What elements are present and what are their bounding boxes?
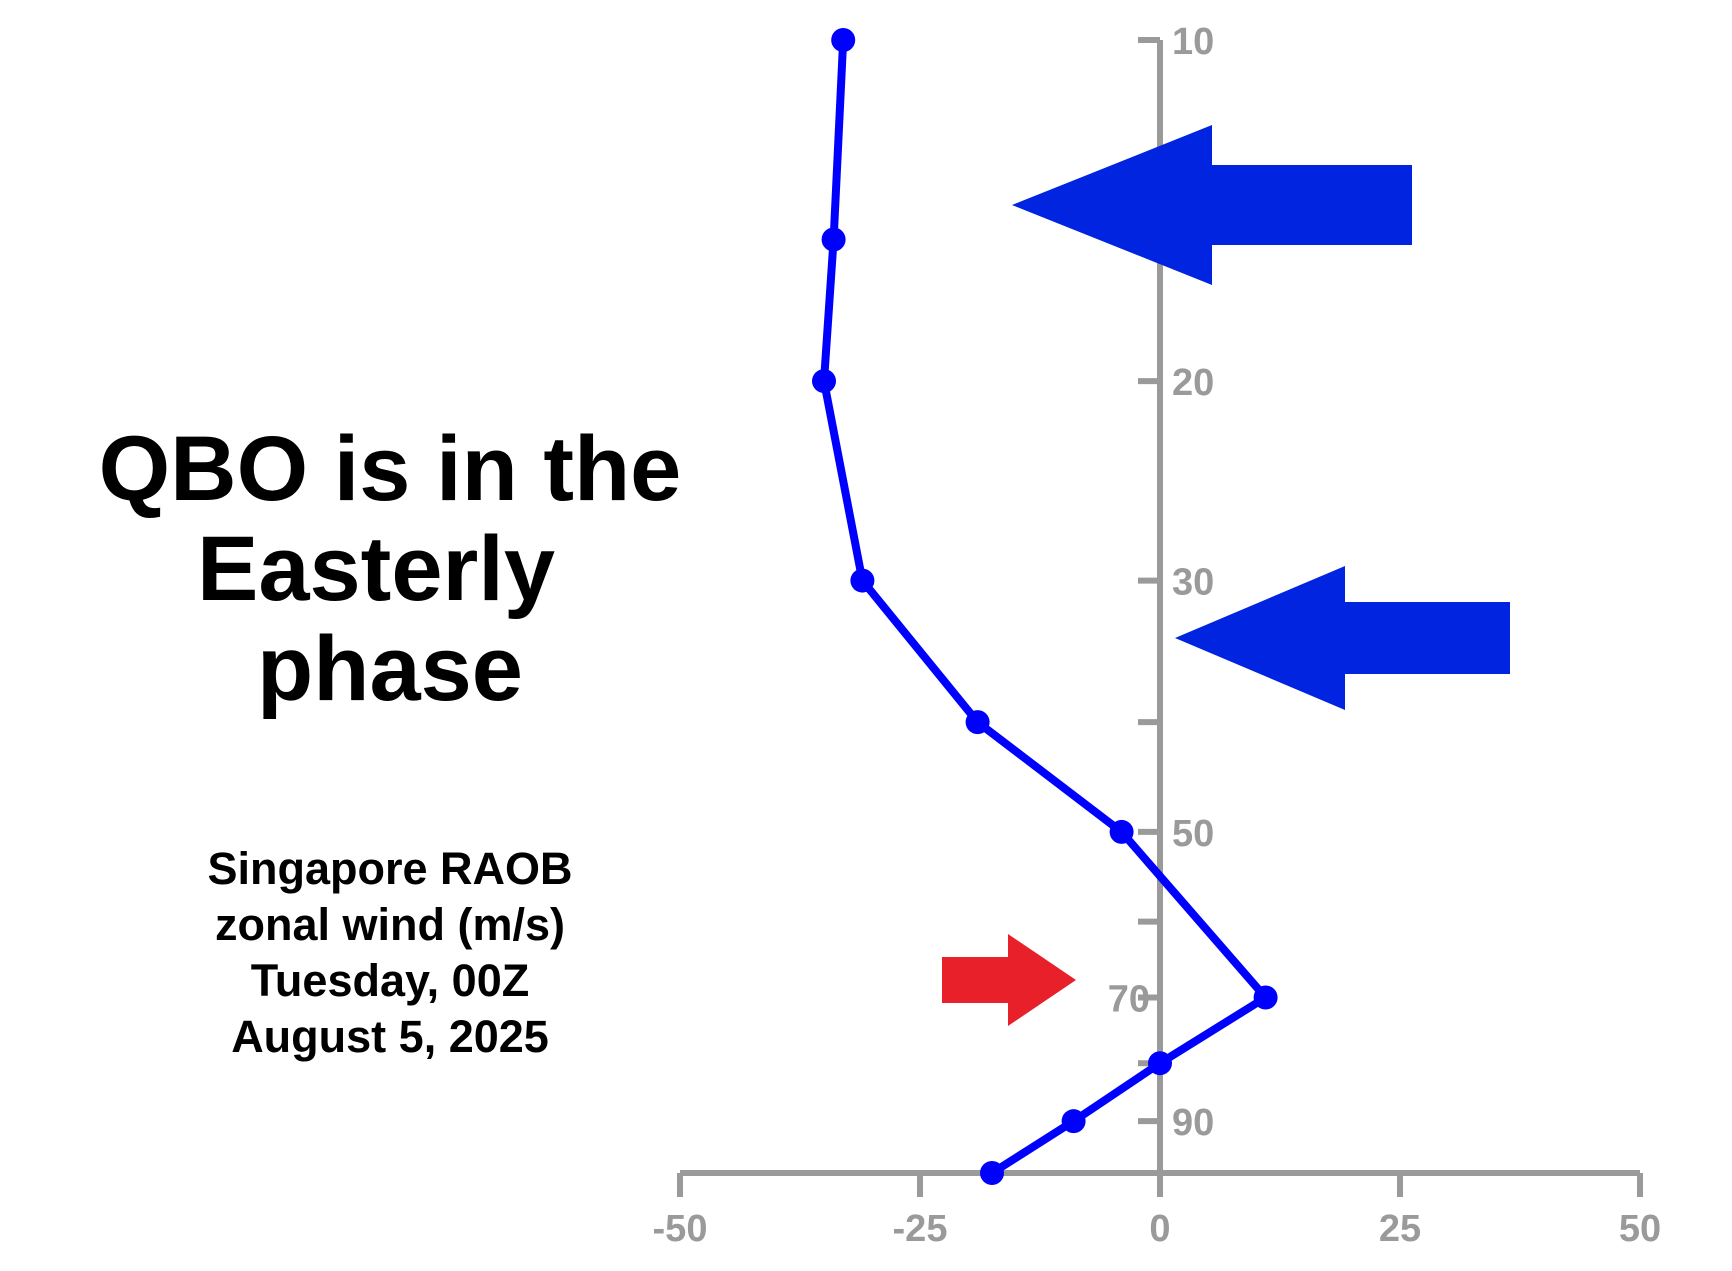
x-tick-label-50: 50 — [1619, 1208, 1661, 1250]
y-tick-label-20: 20 — [1172, 362, 1214, 404]
data-point-90hpa — [1061, 1109, 1086, 1134]
y-tick-label-50: 50 — [1172, 813, 1214, 855]
wind-profile-line — [820, 36, 1270, 1177]
x-tick-label-25: 25 — [1379, 1208, 1421, 1250]
westward-wind-arrow-lower — [1175, 566, 1510, 710]
data-point-10hpa — [831, 28, 856, 52]
westward-wind-arrow-upper — [1012, 125, 1412, 285]
caption-station: Singapore RAOB — [207, 843, 572, 894]
caption-variable: zonal wind (m/s) — [215, 899, 565, 950]
data-point-50hpa — [1109, 819, 1134, 844]
data-point-30hpa — [850, 568, 875, 593]
axes: 10 20 30 50 70 90 -50 -25 0 25 50 — [653, 21, 1662, 1250]
y-tick-label-90: 90 — [1172, 1102, 1214, 1144]
wind-profile-series — [812, 28, 1278, 1185]
headline-line-1: QBO is in the — [99, 418, 682, 520]
caption-day-time: Tuesday, 00Z — [251, 955, 529, 1006]
data-point-40hpa — [965, 710, 990, 735]
y-tick-label-30: 30 — [1172, 562, 1214, 604]
data-point-80hpa — [1148, 1051, 1172, 1076]
highlight-70-arrow — [942, 934, 1076, 1026]
x-tick-label-0: 0 — [1149, 1208, 1170, 1250]
headline-line-3: phase — [257, 618, 523, 720]
wind-direction-arrows — [942, 125, 1510, 1026]
x-tick-label--25: -25 — [893, 1208, 948, 1250]
headline-line-2: Easterly — [197, 518, 555, 620]
data-point-15hpa — [821, 227, 846, 252]
caption-date: August 5, 2025 — [231, 1011, 549, 1062]
y-tick-label-10: 10 — [1172, 21, 1214, 63]
data-point-100hpa — [980, 1161, 1004, 1185]
x-tick-label--50: -50 — [653, 1208, 708, 1250]
data-point-20hpa — [812, 369, 836, 394]
y-tick-label-70: 70 — [1108, 978, 1150, 1020]
data-point-70hpa — [1253, 985, 1278, 1010]
